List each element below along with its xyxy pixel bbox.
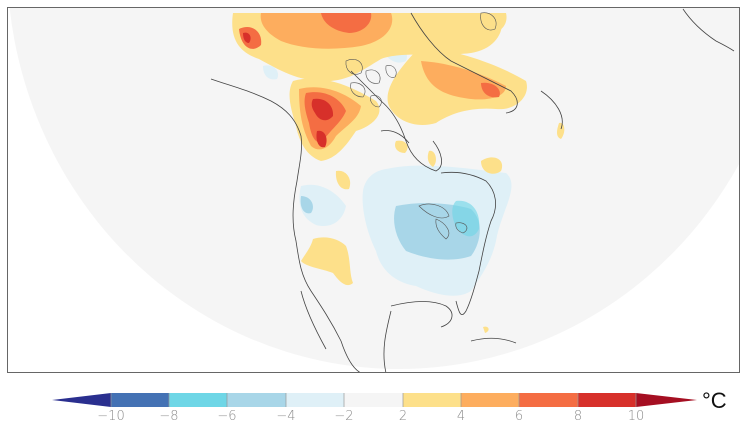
colorbar-tick-label: −8 bbox=[159, 409, 179, 424]
warm-anomaly-region bbox=[232, 13, 565, 333]
colorbar-tick-label: −6 bbox=[217, 409, 237, 424]
colorbar: −10 −8 −6 −4 −2 2 4 6 8 10 °C bbox=[0, 385, 748, 427]
colorbar-arrow-low bbox=[52, 393, 111, 407]
colorbar-tick-label: 4 bbox=[456, 409, 466, 424]
colorbar-unit-label: °C bbox=[702, 388, 727, 413]
map-panel bbox=[7, 7, 740, 373]
colorbar-tick-label: −10 bbox=[97, 409, 125, 424]
colorbar-tick-label: 10 bbox=[627, 409, 645, 424]
colorbar-tick-label: 8 bbox=[573, 409, 583, 424]
arctic-islands bbox=[345, 12, 497, 240]
colorbar-tick-label: 2 bbox=[398, 409, 408, 424]
colorbar-tick-label: −4 bbox=[276, 409, 296, 424]
colorbar-tick-label: 6 bbox=[514, 409, 524, 424]
coastlines bbox=[210, 8, 735, 372]
colorbar-arrow-high bbox=[636, 393, 697, 407]
colorbar-tick-label: −2 bbox=[334, 409, 354, 424]
anomaly-map bbox=[9, 8, 739, 372]
colorbar-swatches bbox=[52, 393, 697, 407]
